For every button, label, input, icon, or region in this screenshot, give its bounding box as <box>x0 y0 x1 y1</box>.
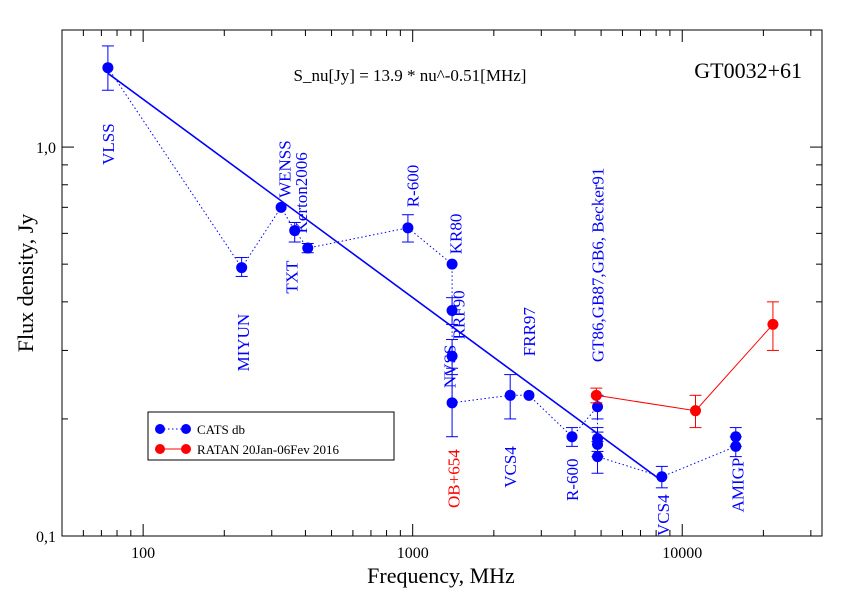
data-point <box>102 62 114 74</box>
chart-title: GT0032+61 <box>694 58 802 83</box>
legend-marker <box>155 444 165 454</box>
data-point <box>236 262 248 274</box>
data-point <box>504 389 516 401</box>
ticks-layer: 100 1000 10000 0,1 1,0 <box>36 29 822 562</box>
legend: CATS db RATAN 20Jan-06Fev 2016 <box>147 411 395 461</box>
point-annotation: RRF90 <box>450 290 469 339</box>
data-point <box>446 305 458 317</box>
legend-label: CATS db <box>197 422 245 437</box>
y-tick-label: 1,0 <box>36 140 56 157</box>
data-point <box>446 397 458 409</box>
data-point <box>302 242 314 254</box>
x-tick-label: 10000 <box>662 545 702 562</box>
point-annotation: R-600 <box>563 459 582 502</box>
data-point <box>402 222 414 234</box>
data-point <box>566 431 578 443</box>
legend-marker <box>181 444 191 454</box>
point-annotation: NVSS <box>441 345 460 388</box>
y-tick-label: 0,1 <box>36 529 56 546</box>
point-annotation: Kerton2006 <box>292 152 311 233</box>
fit-layer <box>107 72 663 482</box>
fit-equation: S_nu[Jy] = 13.9 * nu^-0.51[MHz] <box>294 66 527 85</box>
point-annotation: MIYUN <box>234 314 253 372</box>
series-line-1 <box>596 324 774 412</box>
fit-line <box>107 72 663 482</box>
point-annotation: KR80 <box>446 214 465 255</box>
series-line-0 <box>107 67 737 478</box>
point-annotation: VCS4 <box>501 446 520 488</box>
data-point <box>590 389 602 401</box>
data-point <box>592 451 604 463</box>
point-annotation: VLSS <box>99 123 118 165</box>
point-annotation: TXT <box>283 260 302 294</box>
legend-label: RATAN 20Jan-06Fev 2016 <box>197 442 339 457</box>
point-annotation: AMIGP <box>728 458 747 513</box>
y-axis-label: Flux density, Jy <box>13 214 38 353</box>
data-point <box>446 258 458 270</box>
data-point <box>523 389 535 401</box>
legend-marker <box>181 424 191 434</box>
point-annotation: OB+654 <box>445 449 464 508</box>
data-point <box>275 201 287 213</box>
series-layer <box>101 45 779 489</box>
point-annotation: R-600 <box>404 165 423 208</box>
x-tick-label: 1000 <box>397 545 429 562</box>
data-point <box>592 401 604 413</box>
point-annotation: FRR97 <box>520 307 539 357</box>
legend-marker <box>155 424 165 434</box>
point-annotation: GT86,GB87,GB6, Becker91 <box>589 168 608 363</box>
data-point <box>446 350 458 362</box>
data-point <box>289 225 301 237</box>
legend-items: CATS db RATAN 20Jan-06Fev 2016 <box>155 422 339 457</box>
plot-frame <box>61 29 823 537</box>
point-annotation: VCS4 <box>654 494 673 536</box>
x-tick-label: 100 <box>131 545 155 562</box>
point-annotation: WENSS <box>276 140 295 198</box>
data-point <box>690 405 702 417</box>
data-point <box>656 471 668 483</box>
data-point <box>767 318 779 330</box>
x-axis-label: Frequency, MHz <box>367 563 515 588</box>
data-point <box>730 431 742 443</box>
